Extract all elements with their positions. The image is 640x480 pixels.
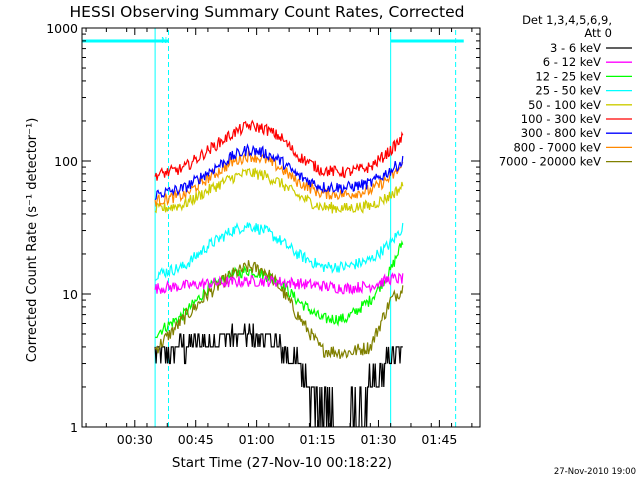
x-tick-label: 01:45 [421, 432, 457, 447]
y-tick-label: 1000 [46, 21, 78, 36]
x-tick-label: 01:15 [300, 432, 336, 447]
legend-label: 3 - 6 keV [550, 41, 601, 55]
legend-label: 300 - 800 keV [521, 126, 601, 140]
series-line [154, 260, 404, 359]
legend-label: 6 - 12 keV [543, 55, 601, 69]
legend-header: Att 0 [584, 26, 612, 40]
series-line [154, 119, 404, 181]
x-axis-label: Start Time (27-Nov-10 00:18:22) [172, 455, 392, 471]
legend-label: 25 - 50 keV [535, 84, 601, 98]
series-line [154, 149, 404, 207]
legend-label: 50 - 100 keV [528, 98, 601, 112]
x-tick-label: 00:45 [178, 432, 214, 447]
legend-header: Det 1,3,4,5,6,9, [522, 13, 612, 27]
x-tick-label: 00:30 [117, 432, 153, 447]
series-line [154, 143, 404, 201]
x-tick-label: 01:30 [360, 432, 396, 447]
series-line [154, 167, 404, 214]
legend-label: 12 - 25 keV [535, 69, 601, 83]
series-line [154, 323, 403, 427]
y-axis-label: Corrected Count Rate (s⁻¹ detector⁻¹) [25, 118, 40, 363]
y-tick-label: 10 [62, 287, 78, 302]
footer-date: 27-Nov-2010 19:00 [554, 467, 636, 477]
series-line [154, 221, 404, 281]
series-line [154, 272, 404, 296]
annotation-label: N [161, 36, 167, 45]
y-tick-label: 1 [70, 420, 78, 435]
legend-label: 7000 - 20000 keV [499, 155, 601, 169]
chart-title: HESSI Observing Summary Count Rates, Cor… [70, 3, 465, 21]
legend-label: 100 - 300 keV [521, 112, 601, 126]
x-tick-label: 01:00 [239, 432, 275, 447]
y-tick-label: 100 [54, 154, 78, 169]
legend-label: 800 - 7000 keV [513, 140, 601, 154]
plot-frame [81, 27, 481, 428]
plot-area: N [82, 28, 464, 427]
